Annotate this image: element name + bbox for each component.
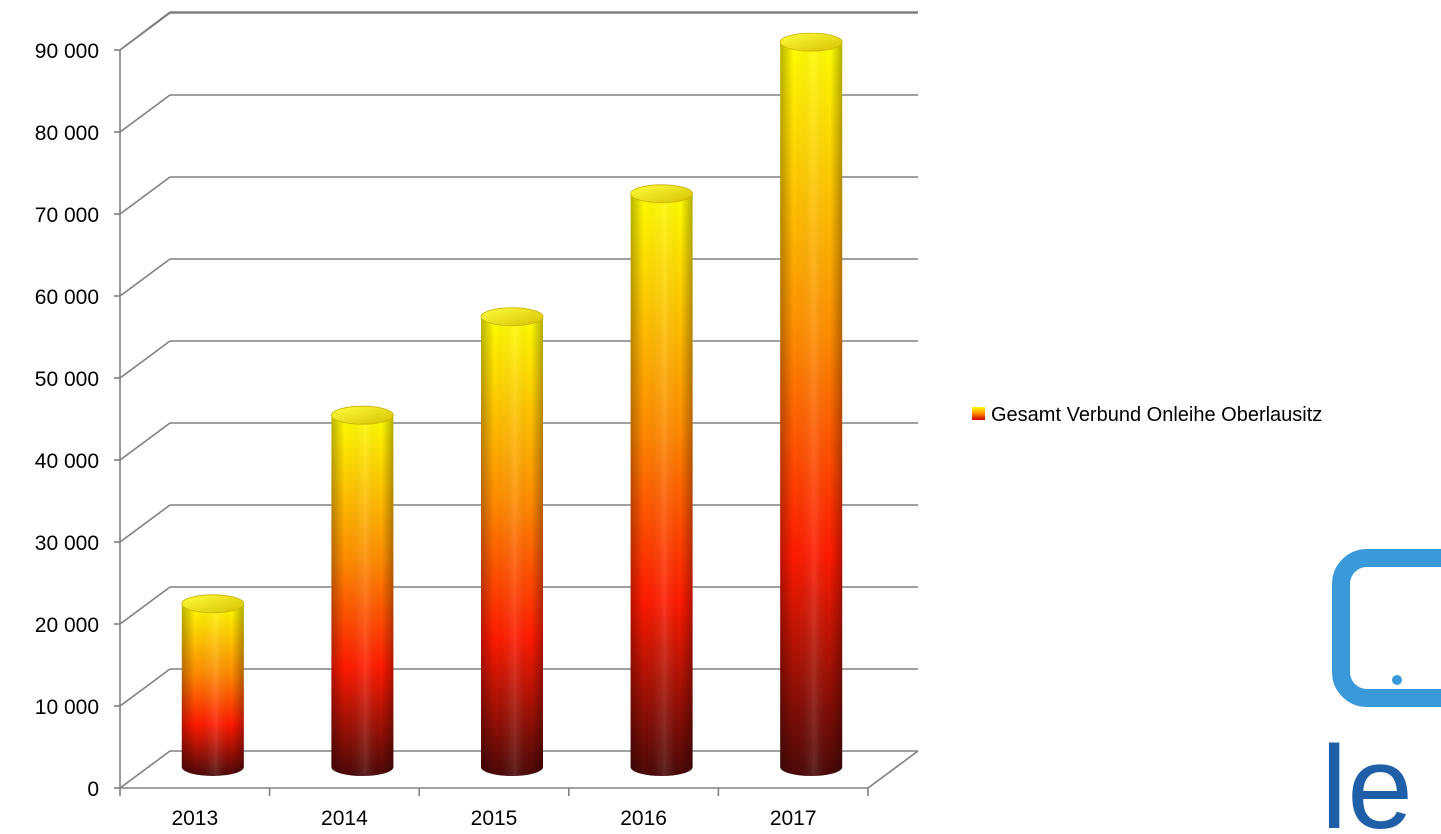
bar-top [779,32,843,52]
y-tick-label: 80 000 [35,122,99,145]
bar-shading [481,316,543,776]
gridline-diagonal [119,750,171,789]
y-axis-tick-labels: 0 10 000 20 000 30 000 40 000 50 000 60 000 70 … [35,40,99,801]
legend-label: Gesamt Verbund Onleihe Oberlausitz [991,404,1322,426]
y-tick-label: 90 000 [35,40,99,63]
legend: Gesamt Verbund Onleihe Oberlausitz [972,404,1322,426]
bar-top [330,405,394,425]
axes [114,49,919,796]
floor-right-edge [867,750,919,789]
x-axis-tick-labels: 2013 2014 2015 2016 2017 [171,807,816,830]
gridline-diagonal [119,668,171,707]
logo-dot [1392,675,1402,685]
gridline-diagonal [119,258,171,297]
bar-shading [780,42,843,777]
bar-2016 [630,184,693,777]
gridline-diagonal [119,422,171,461]
bar-2017 [779,32,843,777]
logo-frame [1332,549,1441,707]
gridline-diagonal [119,340,171,379]
gridline-diagonal [119,176,171,215]
bar-top [480,307,544,327]
x-tick-label: 2017 [770,807,817,830]
gridline-diagonal [119,94,171,133]
y-tick-label: 70 000 [35,204,99,227]
gridline-diagonal [119,504,171,543]
x-tick-label: 2013 [171,807,218,830]
legend-swatch [972,407,985,420]
gridline-diagonal [119,586,171,625]
y-tick-label: 60 000 [35,286,99,309]
bar-2014 [330,405,394,776]
y-tick-label: 50 000 [35,368,99,391]
bar-2015 [480,307,544,776]
bar-shading [181,603,244,776]
y-tick-label: 10 000 [35,696,99,719]
logo-text: le [1321,722,1413,834]
y-tick-label: 40 000 [35,450,99,473]
gridline-diagonal [119,11,171,51]
bar-top [181,594,245,614]
bars [181,32,843,777]
y-tick-label: 0 [87,778,99,801]
bar-shading [630,193,693,777]
x-tick-label: 2015 [471,807,518,830]
x-tick-label: 2016 [620,807,667,830]
y-tick-label: 30 000 [35,532,99,555]
bar-top [630,184,693,204]
bar-2013 [181,594,245,776]
brand-logo: le [1321,549,1441,834]
y-tick-label: 20 000 [35,614,99,637]
bar-shading [331,415,394,776]
x-tick-label: 2014 [321,807,368,830]
